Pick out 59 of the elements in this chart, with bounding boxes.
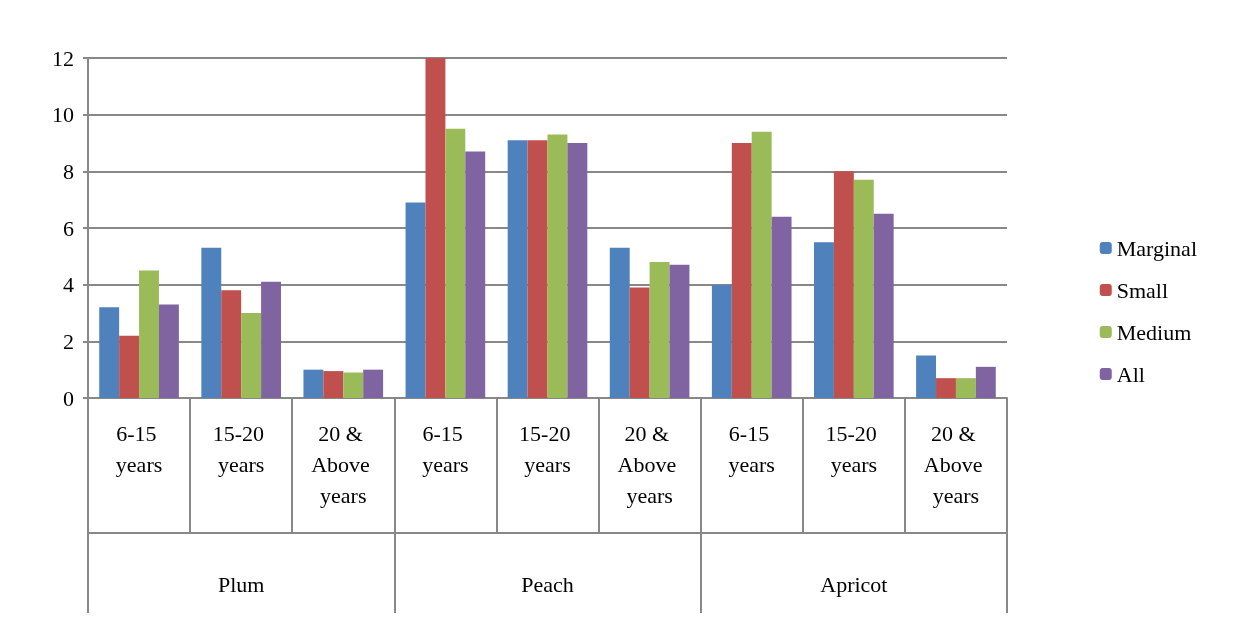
bar bbox=[425, 58, 446, 398]
x-tick-label: 6-15 years bbox=[728, 421, 775, 477]
bar bbox=[507, 140, 528, 398]
bar bbox=[814, 242, 834, 398]
y-tick-label: 0 bbox=[63, 385, 74, 411]
bar bbox=[261, 281, 281, 398]
bar bbox=[241, 313, 262, 398]
bar bbox=[567, 143, 588, 398]
bar bbox=[323, 371, 344, 398]
bar bbox=[873, 213, 894, 398]
bar bbox=[955, 378, 976, 398]
bar bbox=[975, 366, 996, 398]
bar bbox=[99, 307, 120, 398]
bar bbox=[751, 131, 772, 398]
bar bbox=[405, 202, 426, 398]
bar bbox=[139, 270, 159, 398]
bar bbox=[221, 290, 242, 398]
bar bbox=[731, 143, 752, 398]
bar bbox=[609, 247, 630, 398]
y-tick-label: 8 bbox=[63, 158, 74, 184]
bar bbox=[853, 179, 874, 398]
bar bbox=[711, 284, 732, 398]
x-tick-label: 20 & Above years bbox=[923, 421, 989, 508]
bar bbox=[771, 216, 792, 398]
bar bbox=[527, 140, 548, 398]
bar bbox=[629, 287, 650, 398]
legend-label: All bbox=[1116, 361, 1145, 387]
x-tick-label: 6-15 years bbox=[115, 421, 163, 477]
x-tick-label: 20 & Above years bbox=[311, 421, 376, 508]
x-tick-label: 15-20 years bbox=[212, 421, 270, 477]
bar bbox=[363, 369, 384, 398]
bar bbox=[833, 171, 854, 398]
x-tick-label: 6-15 years bbox=[422, 421, 469, 477]
text: Apricot bbox=[820, 571, 888, 597]
bar bbox=[343, 372, 364, 398]
y-tick-label: 4 bbox=[63, 272, 74, 298]
x-tick-label: 15-20 years bbox=[519, 421, 576, 477]
legend-label: Marginal bbox=[1116, 235, 1198, 261]
y-tick-label: 12 bbox=[52, 45, 74, 71]
bar bbox=[669, 264, 690, 398]
bar bbox=[303, 369, 324, 398]
bar bbox=[649, 262, 670, 398]
bar bbox=[119, 335, 140, 398]
x-tick-label: 20 & Above years bbox=[617, 421, 682, 508]
y-tick-label: 10 bbox=[52, 102, 74, 128]
y-tick-label: 2 bbox=[63, 328, 74, 354]
x-tick-label: 15-20 years bbox=[825, 421, 883, 477]
text: Plum bbox=[217, 571, 265, 597]
bar bbox=[201, 247, 222, 398]
y-tick-label: 6 bbox=[63, 215, 74, 241]
text: Peach bbox=[521, 571, 574, 597]
bar bbox=[936, 378, 956, 398]
bar bbox=[445, 128, 466, 398]
legend-label: Small bbox=[1116, 277, 1169, 303]
bar bbox=[465, 151, 486, 398]
bar bbox=[158, 304, 179, 398]
legend-label: Medium bbox=[1116, 319, 1192, 345]
bar bbox=[916, 355, 937, 398]
bar bbox=[547, 134, 568, 398]
